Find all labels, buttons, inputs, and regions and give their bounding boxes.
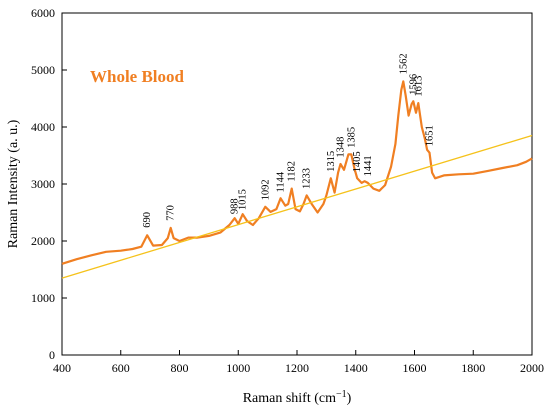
peak-label: 690 [142,212,153,228]
x-tick-label: 1800 [461,361,485,375]
peak-label: 770 [166,205,177,221]
x-axis-title: Raman shift (cm−1) [243,389,352,406]
x-tick-label: 400 [53,361,71,375]
spectrum-line [61,80,533,265]
y-axis-title: Raman Intensity (a. u.) [6,119,21,248]
y-tick-label: 6000 [31,6,55,20]
x-axis-title-close: ) [347,391,352,406]
peak-label: 1233 [302,168,313,189]
peak-label: 1144 [276,171,287,192]
x-axis-title-superscript: −1 [336,389,347,400]
peak-label: 1182 [287,161,298,182]
x-tick-label: 1400 [344,361,368,375]
y-tick-label: 2000 [31,234,55,248]
peak-label: 1562 [398,53,409,74]
peak-label: 1385 [346,127,357,148]
y-tick-label: 0 [49,348,55,362]
peak-label: 1348 [336,137,347,158]
axes: 0 1000 2000 3000 4000 5000 6000 400 600 800 1000 12… [31,6,544,375]
peak-label: 1651 [425,125,436,146]
y-tick-label: 4000 [31,120,55,134]
peak-label: 1315 [326,151,337,172]
x-tick-label: 1200 [285,361,309,375]
chart-annotation-title: Whole Blood [90,67,185,86]
peak-label: 1596 [408,74,419,95]
y-tick-label: 1000 [31,291,55,305]
baseline-line [61,134,533,279]
x-tick-label: 600 [112,361,130,375]
peak-label: 1092 [260,179,271,200]
y-tick-label: 3000 [31,177,55,191]
peak-label: 1613 [413,76,424,97]
x-tick-label: 1600 [403,361,427,375]
x-tick-label: 800 [171,361,189,375]
peak-label: 1405 [352,151,363,172]
x-tick-label: 1000 [226,361,250,375]
series-layer [61,80,533,279]
peak-label: 1441 [363,155,374,176]
y-tick-label: 5000 [31,63,55,77]
x-axis-title-main: Raman shift (cm [243,391,336,406]
peak-label: 988 [230,198,241,214]
peak-label: 1015 [238,189,249,210]
x-tick-label: 2000 [520,361,544,375]
